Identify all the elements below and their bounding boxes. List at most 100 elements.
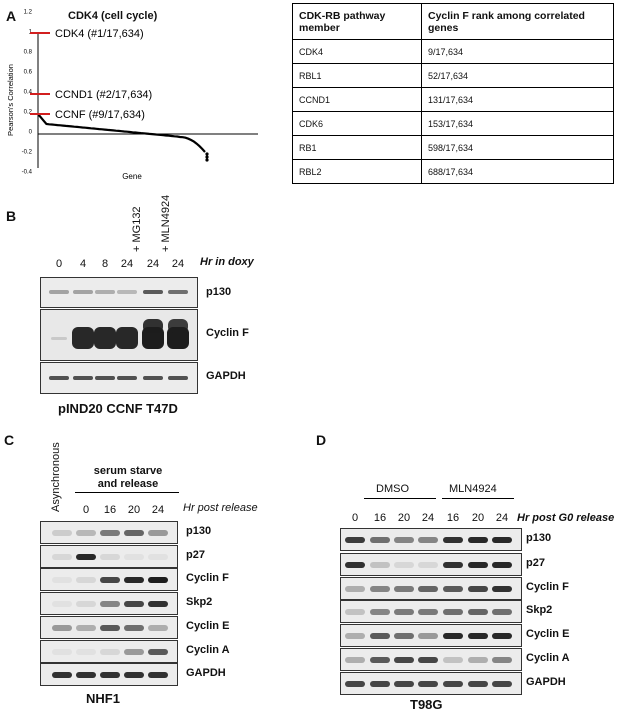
y-tick-label: 0.2 [24, 110, 33, 116]
blot-band [76, 671, 96, 678]
blot-band [124, 553, 144, 560]
blot-band [52, 529, 72, 536]
table-cell-rank: 52/17,634 [421, 63, 614, 88]
lane-label: 24 [421, 512, 435, 524]
blot-band [94, 327, 116, 349]
blot-band [124, 576, 144, 583]
y-tick-label: 0.4 [24, 90, 33, 96]
blot-band [143, 319, 163, 333]
y-tick-label: 0.8 [24, 50, 33, 56]
d-caption: T98G [410, 697, 443, 712]
blot-band [418, 561, 438, 568]
blot-band [95, 290, 115, 294]
blot-band [418, 608, 438, 615]
blot-band [100, 648, 120, 655]
c-row-label: p130 [186, 525, 212, 537]
y-tick-label: -0.2 [22, 150, 33, 156]
treatment-mln4924: + MLN4924 [160, 194, 172, 252]
blot-band [52, 624, 72, 631]
highlight-label: CCND1 (#2/17,634) [55, 89, 152, 101]
lane-label: 24 [151, 504, 165, 516]
blot-band [100, 576, 120, 583]
highlight-label: CCNF (#9/17,634) [55, 109, 145, 121]
blot-band [117, 376, 137, 380]
blot-band [492, 632, 512, 639]
table-cell-member: RBL1 [292, 63, 422, 88]
blot-band [443, 608, 463, 615]
d-group-mln4924: MLN4924 [449, 483, 497, 495]
lane-label: 4 [79, 258, 87, 270]
lane-label: 0 [351, 512, 359, 524]
blot-band [418, 632, 438, 639]
b-axis-label: Hr in doxy [200, 256, 254, 268]
tail-point [205, 158, 209, 162]
blot-band [492, 656, 512, 663]
blot-band [76, 600, 96, 607]
d-bracket-dmso [364, 498, 436, 499]
table-cell-rank: 9/17,634 [421, 39, 614, 64]
blot-band [370, 536, 390, 543]
blot-band [468, 536, 488, 543]
tail-point [205, 155, 209, 159]
blot-band [468, 656, 488, 663]
table-cell-rank: 131/17,634 [421, 87, 614, 112]
blot-band [394, 608, 414, 615]
lane-label: 24 [171, 258, 185, 270]
blot-band [394, 536, 414, 543]
c-row-label: Cyclin F [186, 572, 229, 584]
blot-band [468, 585, 488, 592]
lane-label: 20 [471, 512, 485, 524]
table-cell-member: CDK4 [292, 39, 422, 64]
blot-band [100, 600, 120, 607]
lane-label: 0 [82, 504, 90, 516]
c-row-label: Cyclin A [186, 644, 230, 656]
b-caption: pIND20 CCNF T47D [58, 401, 178, 416]
blot-band [95, 376, 115, 380]
d-row-label: GAPDH [526, 676, 566, 688]
x-axis-label: Gene [122, 172, 142, 181]
d-row-label: p27 [526, 557, 545, 569]
panel-c-letter: C [4, 432, 15, 448]
d-group-dmso: DMSO [376, 483, 409, 495]
lane-label: 16 [373, 512, 387, 524]
table-row: CDK6 153/17,634 [292, 111, 614, 136]
lane-label: 24 [495, 512, 509, 524]
y-axis-label: Pearson's Correlation [6, 64, 15, 136]
blot-band [52, 671, 72, 678]
c-blot-cyclin-a [40, 640, 178, 663]
lane-label: 20 [397, 512, 411, 524]
blot-band [76, 553, 96, 560]
c-row-label: Cyclin E [186, 620, 230, 632]
blot-band [443, 561, 463, 568]
blot-band [492, 608, 512, 615]
lane-label: 24 [120, 258, 134, 270]
blot-band [143, 376, 163, 380]
blot-band [100, 671, 120, 678]
blot-band [370, 608, 390, 615]
chart-title: CDK4 (cell cycle) [68, 10, 158, 22]
c-group-bracket [75, 492, 179, 493]
blot-band [443, 536, 463, 543]
blot-band [124, 600, 144, 607]
y-tick-label: 1.2 [24, 10, 33, 16]
blot-band [418, 656, 438, 663]
blot-band [345, 561, 365, 568]
c-row-label: p27 [186, 549, 205, 561]
blot-band [143, 290, 163, 294]
blot-band [51, 336, 67, 340]
table-cell-member: RBL2 [292, 159, 422, 184]
blot-band [148, 600, 168, 607]
blot-band [116, 327, 138, 349]
y-tick-label: 0 [29, 130, 33, 136]
rank-table: CDK-RB pathway member Cyclin F rank amon… [292, 3, 614, 184]
d-row-label: Cyclin E [526, 628, 570, 640]
blot-band [148, 671, 168, 678]
table-row: RB1 598/17,634 [292, 135, 614, 160]
blot-band [148, 529, 168, 536]
blot-band [468, 632, 488, 639]
lane-label: 0 [55, 258, 63, 270]
blot-band [345, 585, 365, 592]
lane-label: 24 [146, 258, 160, 270]
highlight-label: CDK4 (#1/17,634) [55, 28, 144, 40]
blot-band [100, 529, 120, 536]
